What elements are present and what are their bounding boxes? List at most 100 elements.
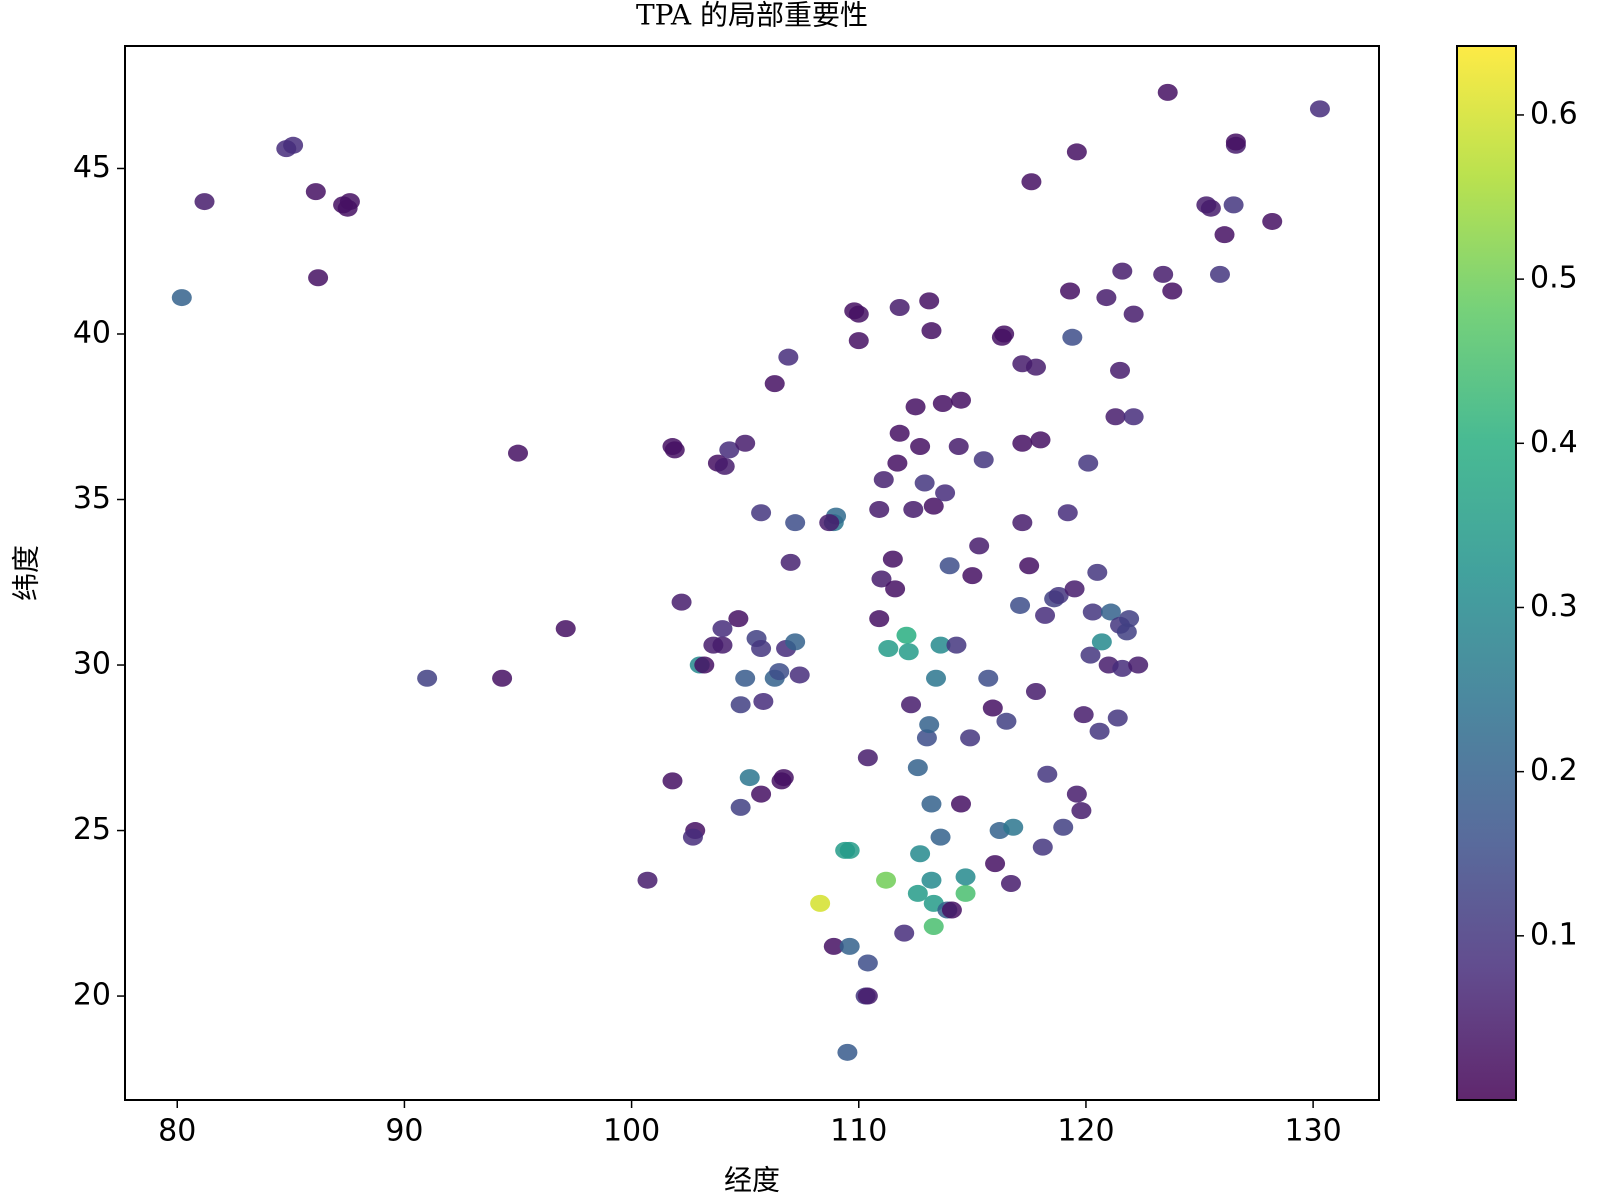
x-tick-label: 130 bbox=[1284, 1114, 1341, 1149]
point bbox=[898, 643, 919, 661]
point bbox=[810, 894, 831, 912]
point bbox=[982, 699, 1003, 717]
point bbox=[919, 292, 940, 310]
point bbox=[901, 696, 922, 714]
point bbox=[889, 299, 910, 317]
point bbox=[837, 1043, 858, 1061]
point bbox=[712, 620, 733, 638]
point bbox=[948, 438, 969, 456]
point bbox=[857, 749, 878, 767]
y-axis-label: 纬度 bbox=[10, 545, 43, 601]
point bbox=[730, 798, 751, 816]
point bbox=[1157, 83, 1178, 101]
point bbox=[871, 570, 892, 588]
point bbox=[1309, 100, 1330, 118]
y-tick-label: 25 bbox=[73, 812, 111, 847]
point bbox=[1078, 454, 1099, 472]
point bbox=[910, 438, 931, 456]
point bbox=[921, 795, 942, 813]
point bbox=[1064, 580, 1085, 598]
colorbar-tick-label: 0.2 bbox=[1530, 753, 1578, 788]
point bbox=[923, 497, 944, 515]
point bbox=[1223, 196, 1244, 214]
point bbox=[1123, 305, 1144, 323]
point bbox=[887, 454, 908, 472]
point bbox=[1100, 603, 1121, 621]
point bbox=[951, 391, 971, 409]
point bbox=[857, 987, 878, 1005]
plot-frame bbox=[124, 45, 1380, 1101]
point bbox=[1012, 514, 1033, 532]
point bbox=[1112, 659, 1133, 677]
point bbox=[907, 884, 928, 902]
point bbox=[996, 712, 1017, 730]
colorbar-tick-label: 0.6 bbox=[1530, 96, 1578, 131]
point bbox=[1025, 683, 1046, 701]
point bbox=[1030, 431, 1051, 449]
point bbox=[714, 457, 735, 475]
point bbox=[1089, 722, 1110, 740]
point bbox=[1010, 596, 1031, 614]
x-tick-label: 110 bbox=[830, 1114, 887, 1149]
colorbar bbox=[1456, 45, 1517, 1101]
x-axis-label: 经度 bbox=[724, 1164, 780, 1197]
point bbox=[751, 639, 772, 657]
point bbox=[960, 729, 981, 747]
point bbox=[1025, 358, 1046, 376]
point bbox=[894, 924, 915, 942]
point bbox=[735, 434, 756, 452]
point bbox=[1071, 802, 1092, 820]
point bbox=[305, 183, 326, 201]
point bbox=[932, 395, 953, 413]
point bbox=[1153, 265, 1174, 283]
point bbox=[962, 567, 983, 585]
point bbox=[919, 716, 940, 734]
point bbox=[337, 199, 358, 217]
point bbox=[769, 663, 790, 681]
point bbox=[1048, 587, 1069, 605]
point bbox=[492, 669, 513, 687]
point bbox=[848, 305, 869, 323]
point bbox=[789, 666, 810, 684]
point bbox=[1087, 563, 1108, 581]
point bbox=[878, 639, 899, 657]
point bbox=[1080, 646, 1101, 664]
point bbox=[1053, 818, 1074, 836]
point bbox=[873, 471, 894, 489]
point bbox=[819, 514, 840, 532]
y-tick-label: 35 bbox=[73, 481, 111, 516]
point bbox=[848, 332, 869, 350]
point bbox=[973, 451, 994, 469]
point bbox=[930, 636, 951, 654]
x-tick-label: 120 bbox=[1057, 1114, 1114, 1149]
point bbox=[778, 348, 799, 366]
point bbox=[694, 656, 715, 674]
point bbox=[1037, 765, 1058, 783]
point bbox=[857, 954, 878, 972]
point bbox=[194, 193, 215, 211]
y-tick-label: 30 bbox=[73, 647, 111, 682]
point bbox=[171, 289, 192, 307]
point bbox=[1096, 289, 1117, 307]
y-tick-label: 45 bbox=[73, 150, 111, 185]
point bbox=[1128, 656, 1149, 674]
point bbox=[417, 669, 438, 687]
point bbox=[946, 636, 967, 654]
point bbox=[1112, 262, 1133, 280]
colorbar-tick-label: 0.1 bbox=[1530, 917, 1578, 952]
point bbox=[1225, 133, 1246, 151]
point bbox=[1066, 143, 1087, 161]
point bbox=[926, 669, 947, 687]
point bbox=[1107, 709, 1128, 727]
point bbox=[905, 398, 926, 416]
point bbox=[935, 484, 956, 502]
point bbox=[914, 474, 935, 492]
point bbox=[896, 626, 917, 644]
point bbox=[839, 937, 860, 955]
point bbox=[1066, 785, 1087, 803]
point bbox=[923, 918, 944, 936]
point bbox=[1162, 282, 1183, 300]
point bbox=[1073, 706, 1094, 724]
chart-title: TPA 的局部重要性 bbox=[636, 0, 868, 32]
